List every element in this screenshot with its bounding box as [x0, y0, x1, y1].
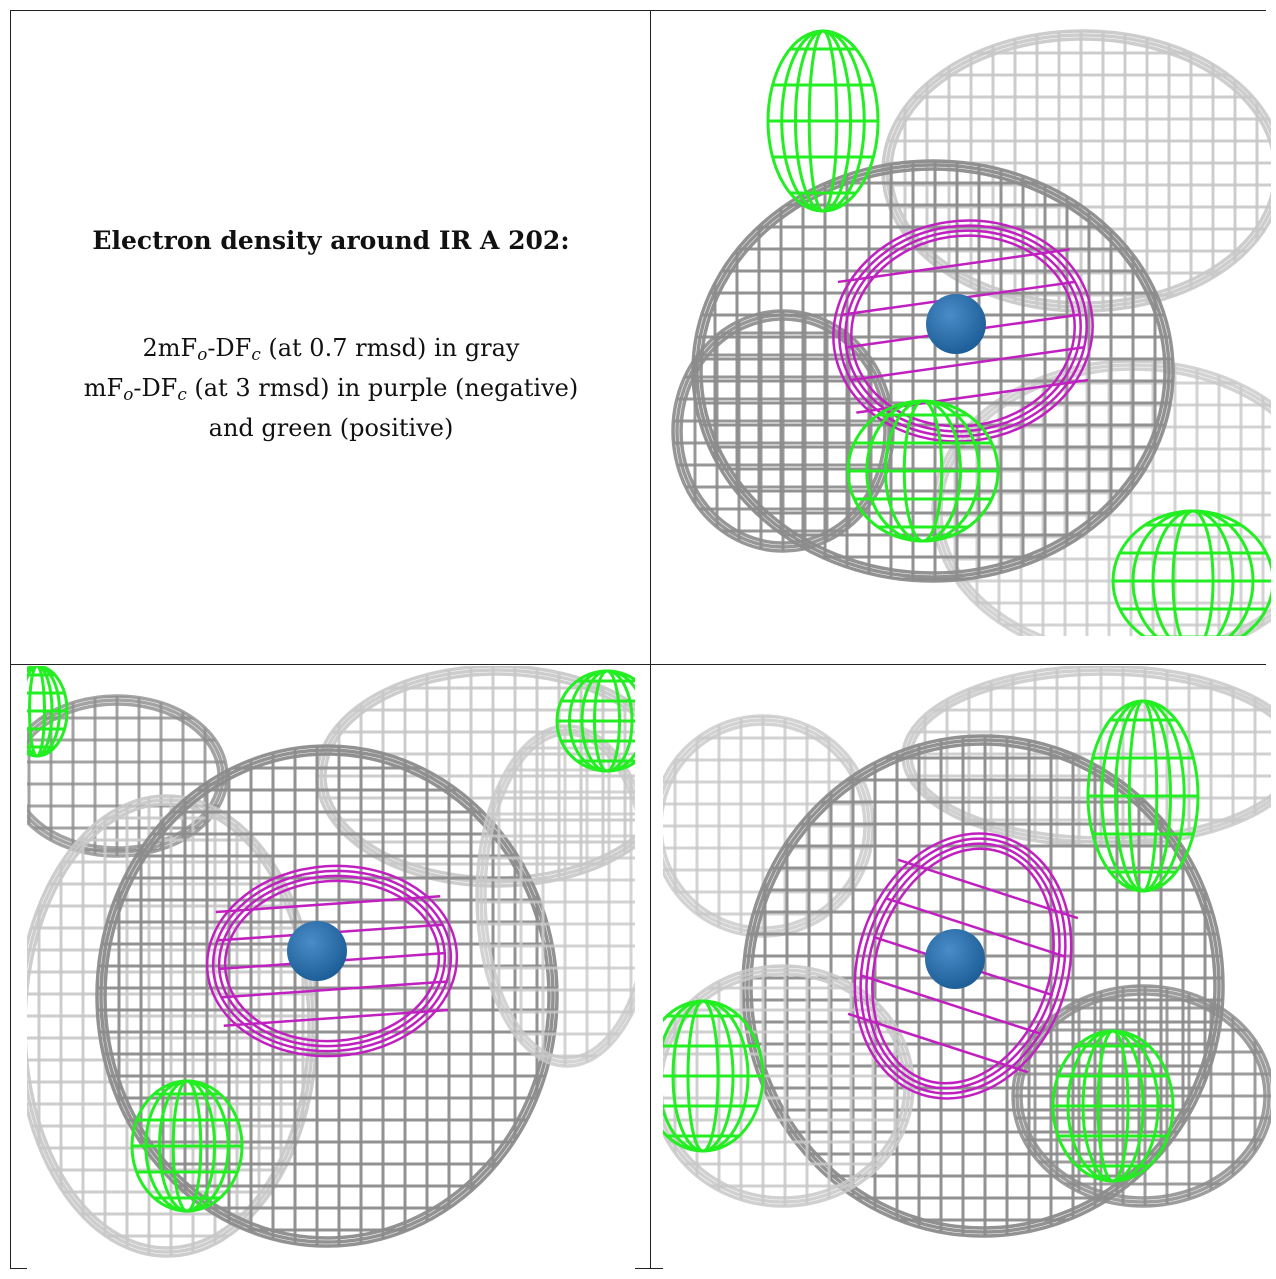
table-middle-border — [10, 664, 1266, 665]
table-bottom-border — [10, 1268, 1266, 1269]
caption-title: Electron density around IR A 202: — [92, 226, 570, 255]
caption-line-2mfo: 2mFo-DFc (at 0.7 rmsd) in gray — [142, 334, 520, 365]
view-bottom-left — [27, 666, 635, 1269]
atom-sphere — [287, 921, 347, 981]
table-top-border — [10, 10, 1266, 11]
caption-line-green: and green (positive) — [208, 414, 454, 443]
positive-density-cage — [1111, 509, 1271, 636]
positive-density-cage — [27, 666, 69, 758]
caption-line-mfo: mFo-DFc (at 3 rmsd) in purple (negative) — [83, 374, 579, 405]
caption-description: 2mFo-DFc (at 0.7 rmsd) in gray mFo-DFc (… — [11, 331, 651, 445]
view-bottom-right — [663, 666, 1271, 1269]
atom-sphere — [926, 294, 986, 354]
positive-density-cage — [1086, 699, 1200, 893]
positive-density-cage — [766, 29, 880, 213]
density-mesh — [663, 716, 873, 936]
contour-rings — [832, 219, 1094, 443]
table-left-border — [10, 10, 11, 1269]
view-top-right — [663, 11, 1271, 636]
table-center-border — [650, 10, 651, 1269]
positive-density-cage — [846, 399, 1000, 543]
positive-density-cage — [1051, 1029, 1175, 1183]
positive-density-cage — [130, 1079, 244, 1213]
atom-sphere — [925, 929, 985, 989]
positive-density-cage — [555, 669, 635, 773]
caption-cell: Electron density around IR A 202: 2mFo-D… — [11, 11, 651, 663]
positive-density-cage — [663, 999, 765, 1153]
